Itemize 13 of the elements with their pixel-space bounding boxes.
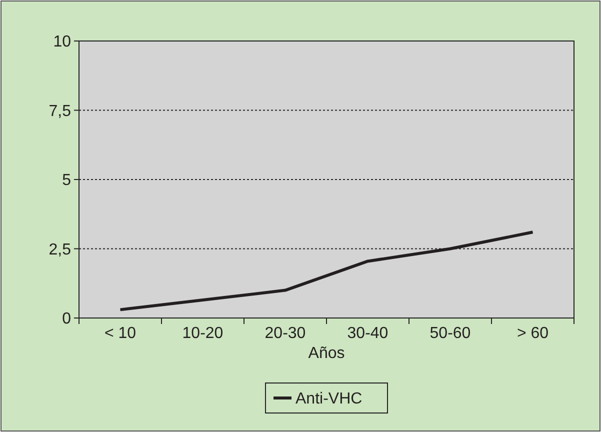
x-tick-label: 50-60 xyxy=(430,325,471,342)
y-tick-label: 2,5 xyxy=(48,241,72,258)
y-tick-label: 10 xyxy=(53,34,72,51)
x-tick-label: 10-20 xyxy=(182,325,224,342)
y-tick-label: 5 xyxy=(62,172,72,190)
x-axis-title: Años xyxy=(308,345,345,362)
x-tick-label: > 60 xyxy=(516,325,549,342)
x-tick-label: < 10 xyxy=(104,325,136,342)
y-tick-label: 7,5 xyxy=(48,102,72,120)
x-tick-label: 20-30 xyxy=(264,325,306,342)
y-tick-label: 0 xyxy=(62,310,72,328)
x-tick-label: 30-40 xyxy=(347,325,388,342)
legend-label: Anti-VHC xyxy=(296,390,362,408)
